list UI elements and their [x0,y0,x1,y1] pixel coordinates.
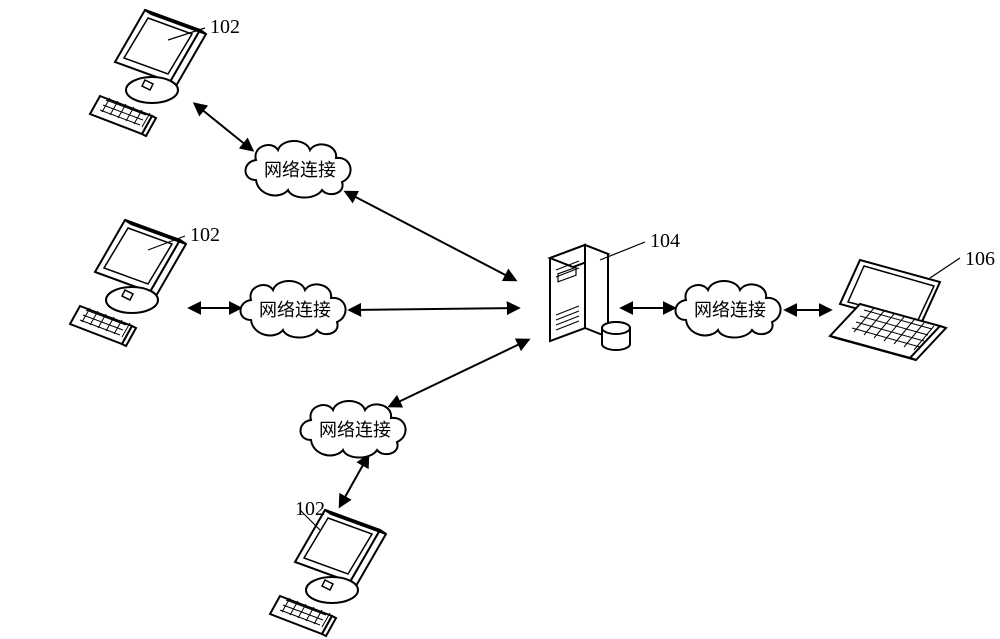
cloud-label: 网络连接 [264,160,336,180]
cloud-label: 网络连接 [319,420,391,440]
desktop-icon [90,10,206,136]
desktop-icon [70,220,186,346]
reference-number: 102 [190,224,220,247]
network-cloud: 网络连接 [676,281,781,338]
connection-arrow [350,308,518,310]
leader-line [600,242,645,260]
reference-number: 104 [650,230,680,253]
cloud-label: 网络连接 [694,300,766,320]
laptop-icon [830,260,946,360]
connection-arrow [346,192,515,280]
cloud-label: 网络连接 [259,300,331,320]
diagram-svg: 网络连接网络连接网络连接网络连接 [0,0,1000,639]
server-icon [550,245,630,350]
reference-number: 102 [210,16,240,39]
connection-arrow [340,456,368,506]
clouds-layer: 网络连接网络连接网络连接网络连接 [241,141,781,458]
network-cloud: 网络连接 [301,401,406,458]
desktop-icon [270,510,386,636]
leader-line [930,258,960,278]
connection-arrow [195,104,252,150]
network-cloud: 网络连接 [241,281,346,338]
connection-arrow [390,340,528,406]
reference-number: 102 [295,498,325,521]
nodes-layer [70,10,946,636]
network-cloud: 网络连接 [246,141,351,198]
diagram-stage: 网络连接网络连接网络连接网络连接 102102102104106 [0,0,1000,639]
reference-number: 106 [965,248,995,271]
